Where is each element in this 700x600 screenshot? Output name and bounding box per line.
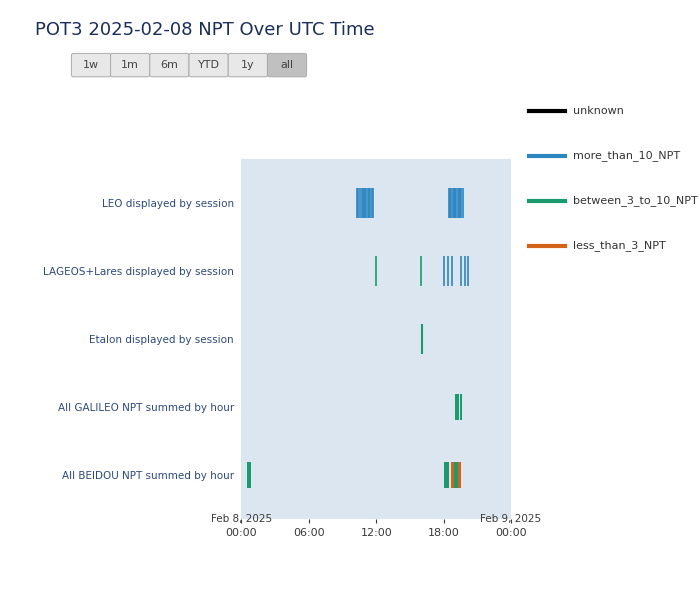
- Text: 6m: 6m: [160, 60, 178, 70]
- Bar: [451, 462, 454, 488]
- Text: between_3_to_10_NPT: between_3_to_10_NPT: [573, 196, 698, 206]
- Bar: [454, 462, 458, 488]
- Text: YTD: YTD: [197, 60, 220, 70]
- Bar: [455, 394, 458, 420]
- Bar: [458, 462, 461, 488]
- Text: 1y: 1y: [241, 60, 255, 70]
- Text: 1m: 1m: [121, 60, 139, 70]
- Bar: [444, 462, 449, 488]
- Text: more_than_10_NPT: more_than_10_NPT: [573, 151, 680, 161]
- Text: all: all: [281, 60, 293, 70]
- Text: Feb 9, 2025: Feb 9, 2025: [480, 514, 542, 524]
- Text: POT3 2025-02-08 NPT Over UTC Time: POT3 2025-02-08 NPT Over UTC Time: [35, 21, 375, 39]
- Bar: [461, 394, 462, 420]
- Text: 1w: 1w: [83, 60, 99, 70]
- Text: unknown: unknown: [573, 106, 624, 116]
- Text: less_than_3_NPT: less_than_3_NPT: [573, 241, 666, 251]
- Text: Feb 8, 2025: Feb 8, 2025: [211, 514, 272, 524]
- Bar: [247, 462, 251, 488]
